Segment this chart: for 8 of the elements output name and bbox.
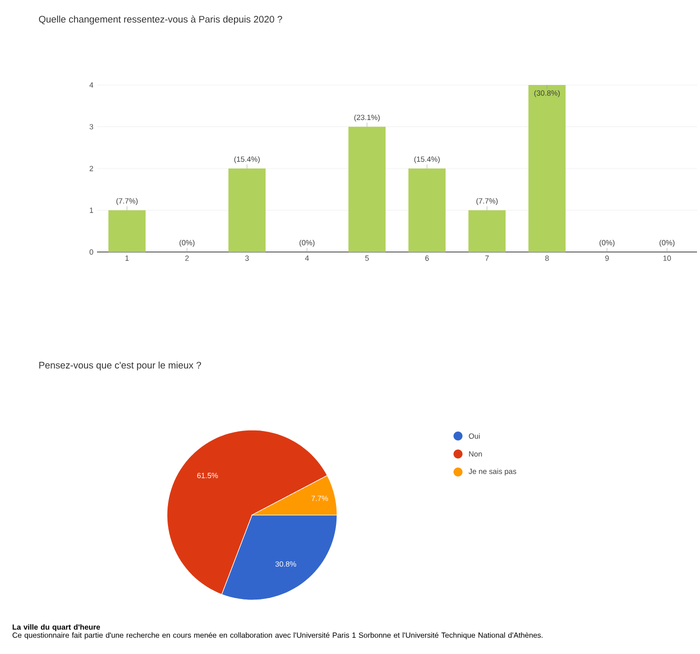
bar	[408, 168, 446, 252]
chart-title: Quelle changement ressentez-vous à Paris depuis 2020 ?	[38, 16, 282, 24]
bar	[348, 126, 386, 252]
bar	[108, 210, 146, 252]
bar	[228, 168, 266, 252]
bar	[468, 210, 506, 252]
bar	[528, 84, 566, 252]
chart-title: Pensez-vous que c'est pour le mieux ?	[39, 362, 202, 370]
